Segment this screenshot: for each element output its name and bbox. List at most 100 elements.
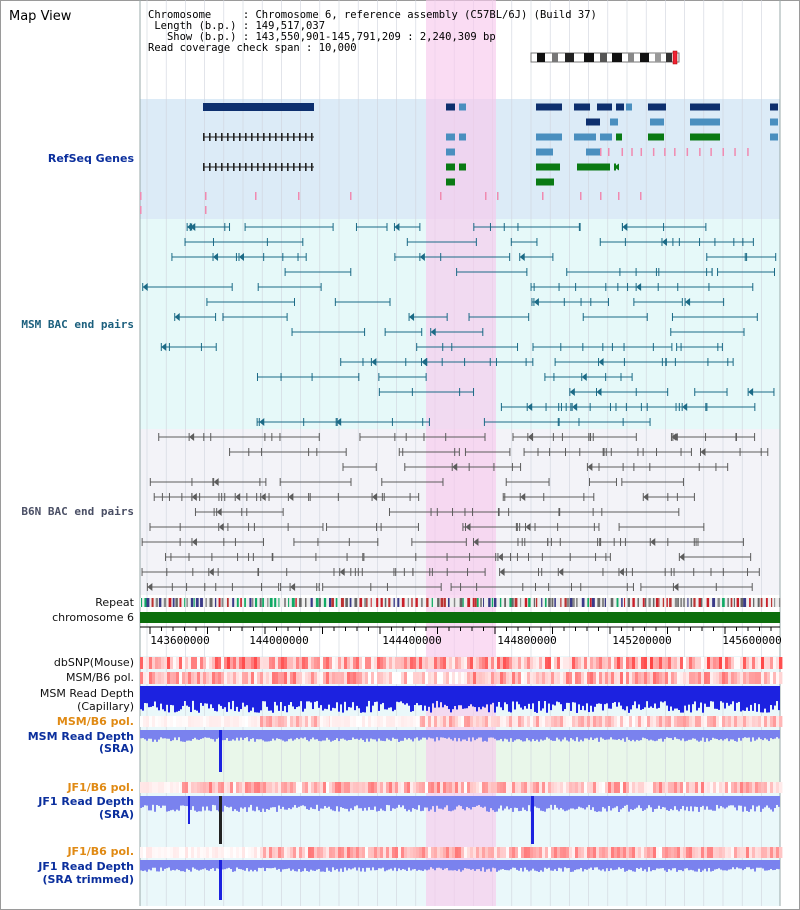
depth-bar — [732, 686, 734, 702]
depth-bar — [182, 860, 184, 872]
depth-bar — [682, 860, 684, 872]
depth-bar — [730, 730, 732, 740]
depth-bar — [450, 860, 452, 871]
repeat-feature — [459, 598, 463, 607]
track-label-jf1-depth-trimmed[interactable]: JF1 Read Depth — [38, 860, 134, 873]
depth-bar — [628, 860, 630, 870]
read-depth-tracks[interactable] — [140, 686, 780, 900]
depth-bar — [560, 686, 562, 705]
depth-bar — [162, 686, 164, 710]
heat-cell — [386, 657, 390, 669]
track-label-msm-b6-pol[interactable]: MSM/B6 pol. — [66, 671, 134, 684]
depth-bar — [174, 730, 176, 738]
depth-bar — [486, 730, 488, 742]
track-label-b6n-bac[interactable]: B6N BAC end pairs — [21, 505, 134, 518]
gene-tick — [600, 192, 602, 200]
depth-bar — [530, 730, 532, 742]
depth-bar — [224, 730, 226, 741]
depth-bar — [526, 796, 528, 812]
depth-bar — [254, 796, 256, 812]
track-label-msm-depth-sra[interactable]: MSM Read Depth — [27, 730, 134, 743]
depth-bar — [142, 730, 144, 739]
depth-bar — [606, 860, 608, 869]
depth-bar — [242, 860, 244, 870]
heat-cell — [353, 782, 357, 793]
depth-bar — [728, 730, 730, 742]
track-label-jf1-depth-sra[interactable]: JF1 Read Depth — [38, 795, 134, 808]
heat-cell — [212, 672, 216, 684]
gene-tick — [652, 148, 655, 156]
depth-bar — [756, 730, 758, 740]
heat-cell — [626, 847, 630, 858]
heat-cell — [398, 657, 402, 669]
heat-cell — [704, 847, 708, 858]
track-label-repeat[interactable]: Repeat — [95, 596, 134, 609]
heatmap-tracks[interactable] — [140, 657, 783, 858]
track-label-refseq[interactable]: RefSeq Genes — [47, 152, 134, 165]
depth-spike — [219, 860, 222, 900]
heat-cell — [299, 716, 303, 727]
depth-bar — [464, 730, 466, 740]
depth-bar — [358, 796, 360, 809]
selected-region-highlight[interactable] — [426, 0, 496, 906]
depth-bar — [416, 796, 418, 810]
heat-cell — [767, 672, 771, 684]
depth-bar — [564, 796, 566, 812]
depth-bar — [458, 796, 460, 806]
depth-bar — [238, 686, 240, 712]
heat-cell — [689, 657, 693, 669]
depth-bar — [750, 860, 752, 870]
refseq-gene-track[interactable] — [140, 103, 778, 214]
depth-bar — [202, 860, 204, 870]
repeat-feature — [690, 598, 693, 607]
depth-bar — [376, 860, 378, 871]
chromosome-ideogram[interactable] — [530, 50, 680, 65]
heat-cell — [569, 672, 573, 684]
repeat-track[interactable] — [140, 598, 781, 607]
gene-feature — [690, 118, 720, 126]
msm-bac-track[interactable] — [142, 223, 777, 426]
track-label-jf1-depth-sra-sub: (SRA) — [99, 808, 134, 821]
depth-bar — [770, 860, 772, 869]
heat-cell — [290, 672, 294, 684]
depth-bar — [752, 860, 754, 869]
depth-bar — [324, 860, 326, 872]
depth-bar — [234, 686, 236, 712]
depth-bar — [408, 860, 410, 868]
repeat-feature — [168, 598, 172, 607]
heat-cell — [638, 782, 642, 793]
depth-bar — [454, 860, 456, 871]
heat-cell — [776, 657, 780, 669]
heat-cell — [557, 782, 561, 793]
depth-bar — [450, 730, 452, 740]
heat-cell — [548, 657, 552, 669]
depth-bar — [704, 730, 706, 742]
track-label-dbsnp[interactable]: dbSNP(Mouse) — [53, 656, 134, 669]
repeat-feature — [591, 598, 595, 607]
track-label-jf1-b6-pol-2[interactable]: JF1/B6 pol. — [67, 845, 134, 858]
depth-bar — [770, 730, 772, 739]
heat-cell — [272, 782, 276, 793]
depth-bar — [340, 796, 342, 808]
depth-bar — [680, 730, 682, 741]
depth-bar — [368, 860, 370, 868]
depth-bar — [586, 686, 588, 704]
track-label-chromosome[interactable]: chromosome 6 — [52, 611, 134, 624]
heat-cell — [392, 657, 396, 669]
heat-cell — [260, 782, 264, 793]
depth-bar — [460, 860, 462, 872]
track-label-msm-b6-pol-2[interactable]: MSM/B6 pol. — [56, 715, 134, 728]
heat-cell — [509, 716, 513, 727]
heat-cell — [368, 672, 372, 684]
depth-bar — [578, 730, 580, 742]
heat-cell — [428, 716, 432, 727]
heat-cell — [323, 782, 327, 793]
track-label-jf1-b6-pol[interactable]: JF1/B6 pol. — [67, 781, 134, 794]
repeat-feature — [655, 598, 659, 607]
track-label-msm-depth-capillary[interactable]: MSM Read Depth — [39, 687, 134, 700]
chromosome-bar[interactable] — [140, 612, 780, 623]
track-label-msm-bac[interactable]: MSM BAC end pairs — [21, 318, 134, 331]
b6n-bac-track[interactable] — [141, 433, 769, 591]
heat-cell — [365, 847, 369, 858]
